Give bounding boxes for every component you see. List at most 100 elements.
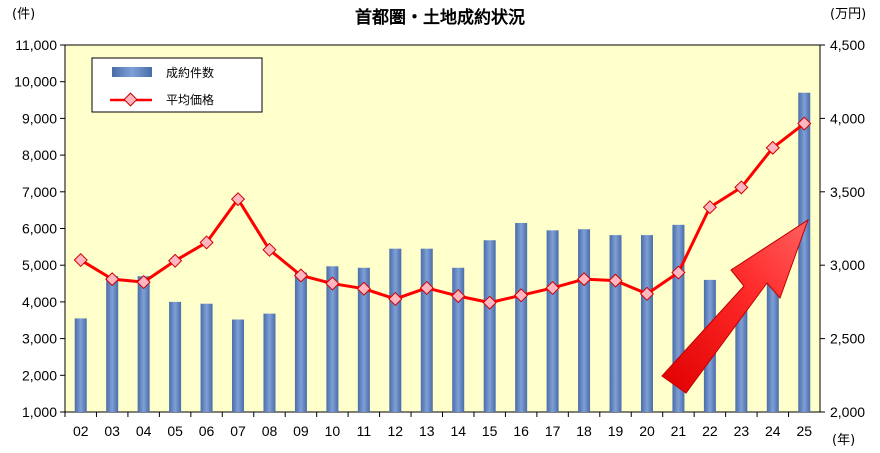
price-point-04 (136, 275, 151, 290)
price-point-22 (702, 200, 717, 215)
bar-06 (200, 303, 213, 412)
legend-label-bar: 成約件数 (166, 65, 214, 80)
price-point-16 (514, 288, 529, 303)
price-point-23 (734, 180, 749, 195)
price-point-17 (545, 280, 560, 296)
bar-07 (232, 319, 245, 412)
bar-15 (483, 240, 496, 412)
left-tick-label: 8,000 (22, 147, 57, 163)
x-tick-label: 05 (167, 423, 183, 439)
bar-03 (106, 276, 119, 412)
price-point-14 (451, 288, 466, 304)
x-tick-label: 09 (293, 423, 309, 439)
bar-02 (74, 318, 87, 412)
price-point-25 (797, 116, 812, 131)
trend-arrow (661, 218, 809, 394)
chart-title: 首都圏・土地成約状況 (355, 7, 525, 28)
left-tick-label: 5,000 (22, 257, 57, 273)
left-tick-label: 11,000 (15, 37, 57, 53)
bar-20 (640, 235, 653, 412)
left-axis-unit: (件) (12, 7, 35, 22)
bar-04 (137, 276, 150, 412)
right-tick-label: 2,500 (830, 331, 865, 347)
right-tick-label: 2,000 (830, 404, 865, 420)
price-point-19 (608, 273, 623, 288)
left-tick-label: 10,000 (14, 74, 57, 90)
left-tick-label: 7,000 (22, 184, 57, 200)
x-tick-label: 21 (671, 423, 687, 439)
bar-14 (452, 267, 465, 412)
price-point-11 (356, 281, 371, 296)
x-tick-label: 23 (734, 423, 750, 439)
x-tick-label: 17 (545, 423, 561, 439)
line-series (73, 116, 812, 310)
x-tick-label: 14 (450, 423, 466, 439)
left-axis: 1,000 2,000 3,000 4,000 5,000 6,000 7,000 8,000… (14, 37, 65, 420)
x-tick-label: 02 (73, 423, 89, 439)
x-axis-unit: (年) (832, 433, 855, 448)
x-tick-label: 20 (639, 423, 655, 439)
left-tick-label: 4,000 (22, 294, 57, 310)
x-tick-label: 04 (136, 423, 152, 439)
price-point-05 (168, 253, 183, 268)
legend-bar-swatch (112, 67, 152, 77)
left-tick-label: 9,000 (22, 110, 57, 126)
x-tick-label: 18 (576, 423, 592, 439)
bar-16 (515, 222, 528, 412)
price-point-09 (293, 268, 309, 283)
bar-05 (169, 301, 182, 412)
x-tick-label: 13 (419, 423, 435, 439)
bar-25 (798, 92, 811, 413)
price-point-18 (576, 272, 592, 287)
right-axis: 2,000 2,500 3,000 3,500 4,000 4,500 (820, 37, 865, 420)
price-point-13 (419, 280, 434, 296)
x-tick-label: 25 (796, 423, 812, 439)
bar-13 (420, 248, 433, 412)
x-tick-label: 24 (765, 423, 781, 439)
price-point-08 (262, 242, 277, 257)
left-tick-label: 3,000 (22, 331, 57, 347)
bar-08 (263, 313, 276, 412)
price-point-20 (639, 286, 655, 301)
bar-11 (357, 267, 370, 412)
right-tick-label: 3,000 (830, 257, 865, 273)
x-tick-label: 08 (262, 423, 278, 439)
price-line (79, 122, 806, 305)
bar-09 (294, 272, 307, 412)
x-tick-label: 06 (199, 423, 215, 439)
bar-17 (546, 230, 559, 412)
bar-24 (766, 283, 779, 412)
price-point-06 (199, 235, 214, 250)
x-tick-label: 11 (357, 423, 372, 439)
bar-12 (389, 248, 402, 412)
price-point-10 (325, 276, 340, 291)
bar-10 (326, 266, 339, 412)
x-tick-label: 03 (104, 423, 120, 439)
legend: 成約件数 平均価格 (91, 57, 263, 113)
x-tick-label: 22 (702, 423, 718, 439)
legend-line-marker (123, 92, 138, 107)
x-tick-label: 10 (325, 423, 341, 439)
price-point-07 (230, 192, 246, 207)
x-tick-label: 19 (608, 423, 624, 439)
right-tick-label: 3,500 (830, 184, 865, 200)
price-point-15 (482, 295, 497, 310)
left-tick-label: 6,000 (22, 221, 57, 237)
right-tick-label: 4,000 (830, 110, 865, 126)
left-tick-label: 2,000 (22, 367, 57, 383)
price-point-02 (73, 252, 88, 268)
legend-label-line: 平均価格 (166, 92, 214, 107)
price-point-12 (388, 291, 403, 307)
price-point-03 (105, 272, 120, 287)
x-tick-label: 15 (482, 423, 498, 439)
x-tick-label: 12 (388, 423, 404, 439)
x-tick-label: 07 (230, 423, 246, 439)
x-tick-label: 16 (513, 423, 529, 439)
right-tick-label: 4,500 (830, 37, 865, 53)
bar-23 (735, 309, 748, 412)
right-axis-unit: (万円) (830, 7, 866, 22)
bar-19 (609, 235, 622, 412)
bar-18 (578, 229, 591, 412)
left-tick-label: 1,000 (22, 404, 57, 420)
